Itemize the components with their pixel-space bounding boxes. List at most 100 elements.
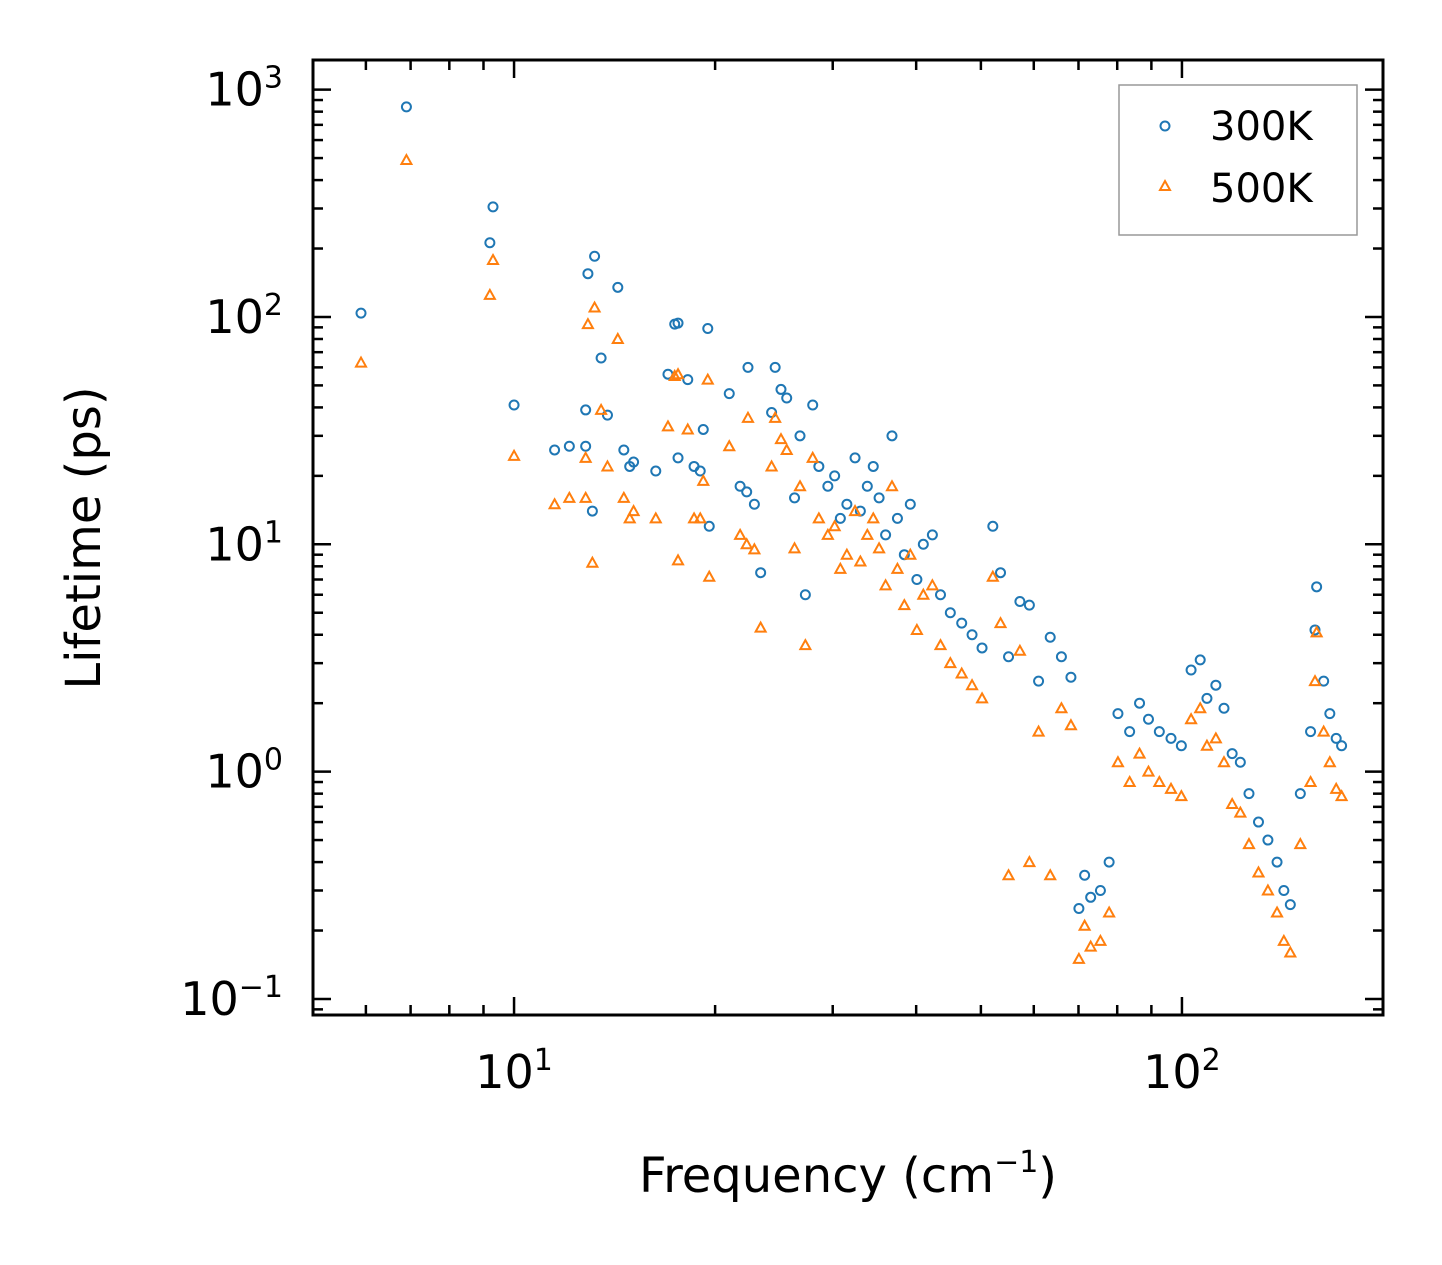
point-300k xyxy=(628,456,640,468)
point-500k xyxy=(798,638,813,651)
point-500k xyxy=(1193,701,1207,714)
point-500k xyxy=(903,547,918,560)
point-300k xyxy=(1079,869,1091,881)
point-300k xyxy=(586,505,598,517)
point-500k xyxy=(696,473,710,486)
point-300k xyxy=(487,201,499,213)
point-300k xyxy=(873,492,885,504)
x-tick-label: 102 xyxy=(1143,1043,1221,1099)
point-500k xyxy=(768,410,782,423)
point-300k xyxy=(799,589,811,601)
legend: 300K 500K xyxy=(1118,84,1358,236)
point-300k xyxy=(1185,664,1197,676)
x-axis-label-superscript: −1 xyxy=(994,1145,1038,1180)
point-300k xyxy=(741,486,753,498)
point-300k xyxy=(769,361,781,373)
point-300k xyxy=(1210,679,1222,691)
point-500k xyxy=(1309,625,1324,638)
plot-frame xyxy=(311,58,1385,1017)
point-500k xyxy=(1141,764,1156,777)
point-300k xyxy=(1243,788,1255,800)
point-500k xyxy=(578,450,593,463)
point-300k xyxy=(650,465,662,477)
point-500k xyxy=(793,479,807,492)
point-500k xyxy=(668,368,682,381)
y-tick-label: 102 xyxy=(205,288,283,344)
point-300k xyxy=(1262,834,1274,846)
point-300k xyxy=(1065,671,1077,683)
point-500k xyxy=(354,355,368,368)
point-300k xyxy=(1218,702,1230,714)
point-500k xyxy=(507,448,521,461)
point-300k xyxy=(582,268,594,280)
point-300k xyxy=(911,574,923,586)
point-300k xyxy=(1142,713,1154,725)
point-300k xyxy=(1271,856,1283,868)
point-300k xyxy=(589,250,601,262)
point-500k xyxy=(1064,718,1078,731)
point-500k xyxy=(897,598,912,611)
point-500k xyxy=(1329,781,1343,794)
point-300k xyxy=(1023,599,1035,611)
point-500k xyxy=(1217,755,1231,768)
legend-marker-300k xyxy=(1159,120,1171,132)
point-300k xyxy=(563,440,575,452)
point-300k xyxy=(886,430,898,442)
point-300k xyxy=(1305,726,1317,738)
point-500k xyxy=(986,569,1000,582)
point-500k xyxy=(827,519,842,532)
point-500k xyxy=(1316,724,1331,737)
point-500k xyxy=(975,691,989,704)
point-500k xyxy=(780,442,794,455)
point-500k xyxy=(1225,796,1239,810)
point-500k xyxy=(848,504,862,517)
legend-label-500k: 500K xyxy=(1210,166,1314,212)
point-300k xyxy=(834,512,846,524)
point-300k xyxy=(1175,740,1187,752)
point-500k xyxy=(562,490,577,503)
point-500k xyxy=(1164,781,1178,794)
point-300k xyxy=(867,460,879,472)
point-300k xyxy=(1324,708,1336,720)
point-500k xyxy=(1277,933,1291,946)
point-500k xyxy=(1043,868,1057,881)
y-tick-label: 101 xyxy=(205,515,283,571)
point-500k xyxy=(925,578,940,591)
point-300k xyxy=(484,237,496,249)
point-500k xyxy=(1293,837,1308,850)
point-500k xyxy=(774,432,788,445)
point-300k xyxy=(734,480,746,492)
point-300k xyxy=(880,529,892,541)
point-300k xyxy=(1252,816,1264,828)
point-500k xyxy=(1013,643,1027,656)
point-300k xyxy=(1124,726,1136,738)
point-300k xyxy=(618,444,630,456)
point-500k xyxy=(681,422,695,435)
point-500k xyxy=(617,490,631,503)
point-300k xyxy=(1003,651,1015,663)
point-500k xyxy=(1174,789,1189,802)
point-300k xyxy=(1044,631,1056,643)
point-500k xyxy=(623,511,637,524)
point-300k xyxy=(1112,708,1124,720)
point-300k xyxy=(1094,884,1106,896)
axis-ticks xyxy=(311,60,1385,1015)
point-300k xyxy=(1294,788,1306,800)
point-300k xyxy=(1103,856,1115,868)
point-300k xyxy=(672,452,684,464)
point-500k xyxy=(702,569,716,582)
point-300k xyxy=(723,388,735,400)
point-300k xyxy=(703,520,715,532)
point-300k xyxy=(995,567,1007,579)
point-300k xyxy=(1055,651,1067,663)
data-points xyxy=(354,101,1349,964)
point-500k xyxy=(753,620,768,633)
point-500k xyxy=(878,578,893,591)
point-300k xyxy=(849,452,861,464)
point-300k xyxy=(748,498,760,510)
point-500k xyxy=(1083,939,1098,952)
x-axis-label: Frequency (cm−1) xyxy=(639,1145,1057,1204)
point-500k xyxy=(821,527,835,540)
y-tick-label: 103 xyxy=(205,61,283,117)
point-500k xyxy=(1209,731,1223,744)
